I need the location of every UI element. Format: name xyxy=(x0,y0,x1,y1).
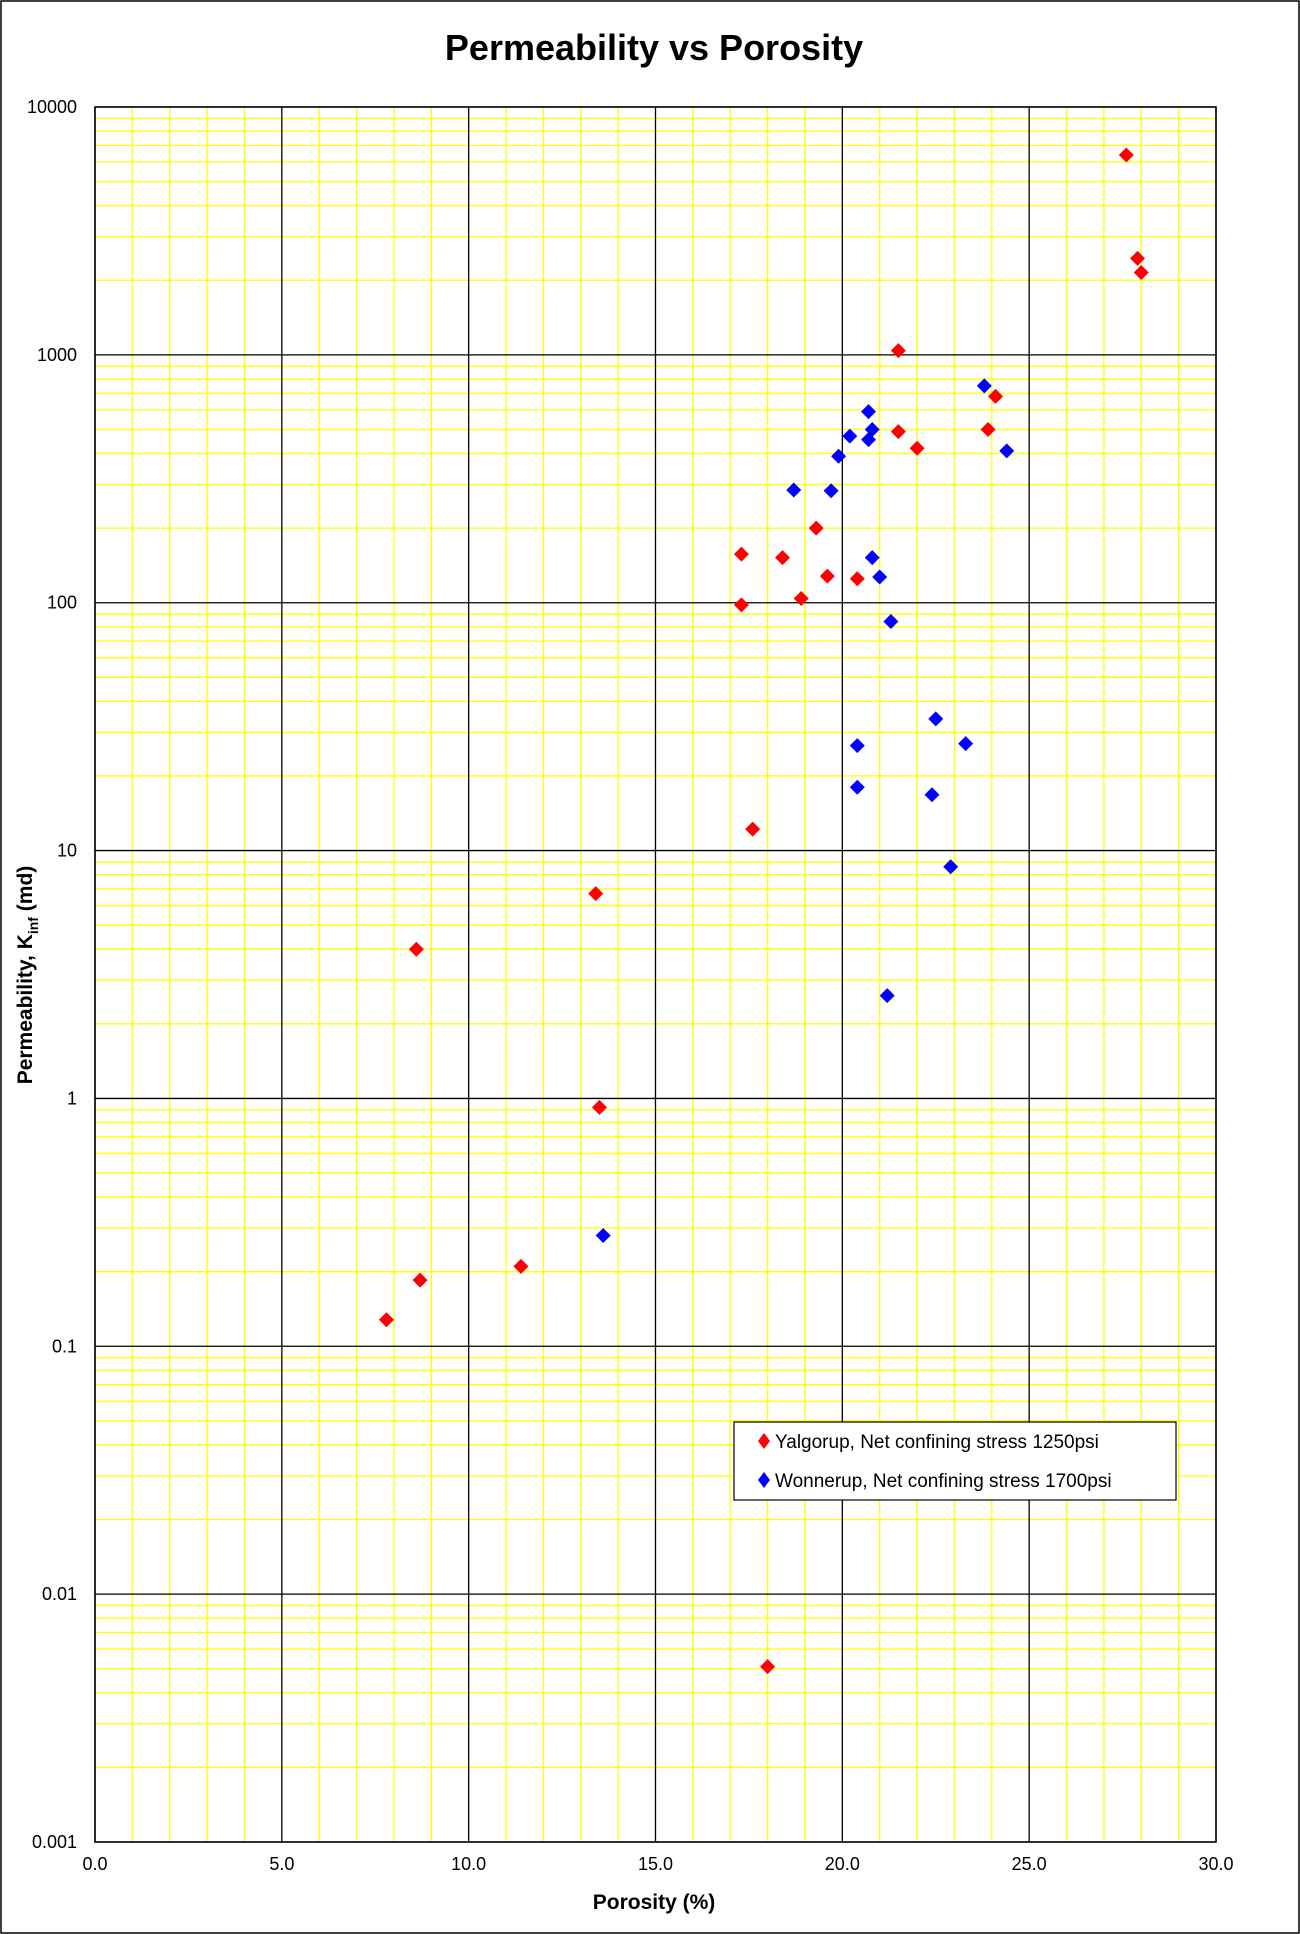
legend-marker-yalgorup xyxy=(758,1433,770,1449)
data-point-yalgorup xyxy=(412,1272,428,1288)
data-point-yalgorup xyxy=(793,590,809,606)
data-point-yalgorup xyxy=(808,520,824,536)
y-tick-label: 10 xyxy=(57,841,77,861)
y-axis-ticks: 0.001 0.01 0.1 1 10 100 1000 10000 xyxy=(27,97,77,1852)
data-point-wonnerup xyxy=(831,448,847,464)
data-point-wonnerup xyxy=(883,613,899,629)
y-tick-label: 1000 xyxy=(37,345,77,365)
data-point-yalgorup xyxy=(1130,250,1146,266)
data-point-wonnerup xyxy=(943,859,959,875)
x-tick-label: 20.0 xyxy=(825,1854,860,1874)
data-point-wonnerup xyxy=(842,428,858,444)
x-tick-label: 0.0 xyxy=(82,1854,107,1874)
data-point-wonnerup xyxy=(860,432,876,448)
legend: Yalgorup, Net confining stress 1250psi W… xyxy=(733,1421,1177,1501)
x-tick-label: 15.0 xyxy=(638,1854,673,1874)
data-point-yalgorup xyxy=(819,568,835,584)
x-axis-ticks: 0.0 5.0 10.0 15.0 20.0 25.0 30.0 xyxy=(82,1854,1233,1874)
data-point-wonnerup xyxy=(928,711,944,727)
data-point-wonnerup xyxy=(872,569,888,585)
data-point-yalgorup xyxy=(408,941,424,957)
data-point-yalgorup xyxy=(378,1312,394,1328)
data-point-yalgorup xyxy=(513,1258,529,1274)
plot-area-border xyxy=(94,106,1217,1843)
legend-label-yalgorup: Yalgorup, Net confining stress 1250psi xyxy=(775,1432,1099,1453)
data-point-wonnerup xyxy=(595,1227,611,1243)
y-axis-label: Permeability, Kinf (md) xyxy=(14,866,41,1085)
data-point-wonnerup xyxy=(958,736,974,752)
x-tick-label: 10.0 xyxy=(451,1854,486,1874)
data-point-wonnerup xyxy=(864,550,880,566)
y-tick-label: 100 xyxy=(47,593,77,613)
x-tick-label: 5.0 xyxy=(269,1854,294,1874)
data-point-yalgorup xyxy=(733,597,749,613)
data-point-wonnerup xyxy=(786,482,802,498)
x-tick-label: 30.0 xyxy=(1198,1854,1233,1874)
data-point-yalgorup xyxy=(988,388,1004,404)
chart-title: Permeability vs Porosity xyxy=(445,27,863,68)
data-point-wonnerup xyxy=(879,988,895,1004)
data-point-wonnerup xyxy=(924,787,940,803)
data-point-wonnerup xyxy=(860,404,876,420)
y-tick-label: 0.01 xyxy=(42,1584,77,1604)
data-point-yalgorup xyxy=(733,546,749,562)
data-point-yalgorup xyxy=(890,343,906,359)
data-point-wonnerup xyxy=(849,779,865,795)
data-point-wonnerup xyxy=(823,483,839,499)
y-tick-label: 10000 xyxy=(27,97,77,117)
data-markers xyxy=(378,147,1149,1675)
data-point-yalgorup xyxy=(745,821,761,837)
data-point-yalgorup xyxy=(980,421,996,437)
legend-label-wonnerup: Wonnerup, Net confining stress 1700psi xyxy=(775,1471,1112,1492)
data-point-wonnerup xyxy=(976,378,992,394)
legend-box xyxy=(733,1421,1177,1501)
legend-marker-wonnerup xyxy=(758,1472,770,1488)
data-point-yalgorup xyxy=(1118,147,1134,163)
data-point-yalgorup xyxy=(909,440,925,456)
y-tick-label: 1 xyxy=(67,1088,77,1108)
data-point-yalgorup xyxy=(849,571,865,587)
data-point-wonnerup xyxy=(849,738,865,754)
y-axis-label-unit: (md) xyxy=(14,866,37,917)
data-point-yalgorup xyxy=(760,1659,776,1675)
data-point-yalgorup xyxy=(1133,264,1149,280)
data-point-yalgorup xyxy=(588,886,604,902)
y-axis-label-main: Permeability, K xyxy=(14,934,37,1084)
data-point-yalgorup xyxy=(890,424,906,440)
y-tick-label: 0.1 xyxy=(52,1336,77,1356)
x-axis-label: Porosity (%) xyxy=(593,1891,716,1914)
y-tick-label: 0.001 xyxy=(32,1832,77,1852)
data-point-yalgorup xyxy=(591,1099,607,1115)
data-point-yalgorup xyxy=(775,550,791,566)
y-axis-label-subscript: inf xyxy=(25,917,41,934)
x-tick-label: 25.0 xyxy=(1012,1854,1047,1874)
data-point-wonnerup xyxy=(999,443,1015,459)
